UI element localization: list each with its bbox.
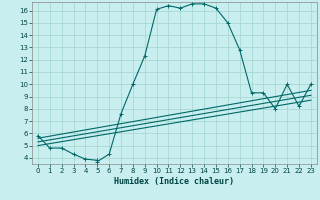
X-axis label: Humidex (Indice chaleur): Humidex (Indice chaleur)	[115, 177, 234, 186]
